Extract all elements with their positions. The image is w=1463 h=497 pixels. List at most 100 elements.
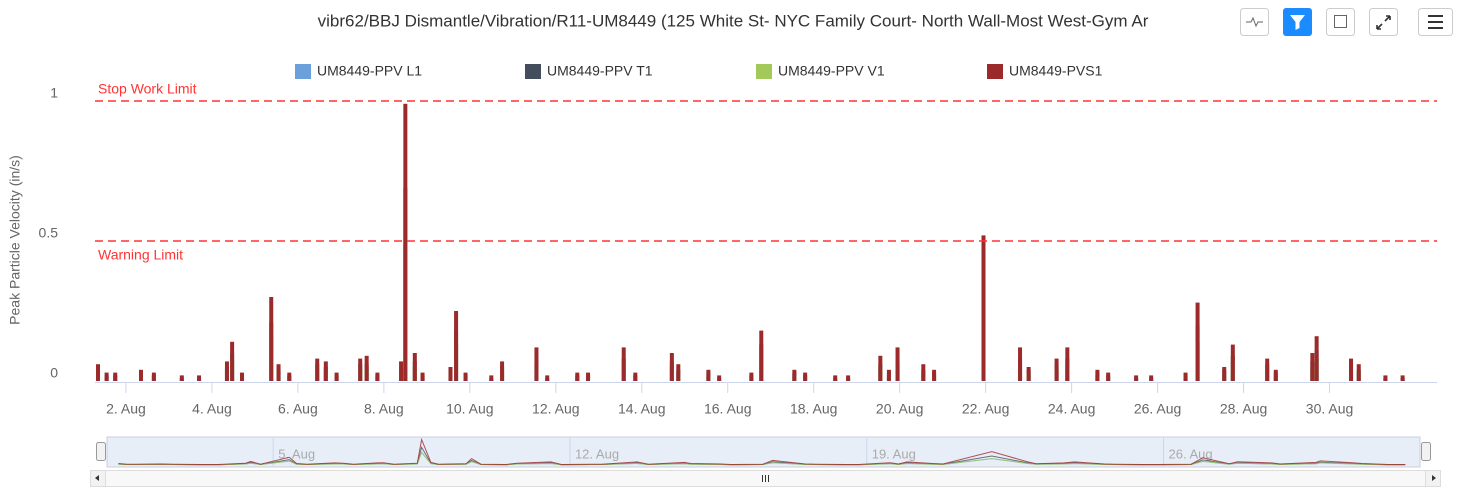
bar <box>621 347 626 381</box>
bar <box>500 361 505 381</box>
bar <box>315 358 320 381</box>
bar <box>1106 372 1111 381</box>
legend-swatch <box>295 64 311 79</box>
navigator-handle[interactable] <box>96 442 106 461</box>
bar <box>448 367 453 381</box>
bar <box>921 364 926 381</box>
bar <box>463 372 468 381</box>
bar <box>197 375 202 381</box>
toolbar <box>1238 7 1463 37</box>
bar <box>240 372 245 381</box>
bar <box>375 372 380 381</box>
icon <box>1290 15 1305 30</box>
bar <box>534 347 539 381</box>
y-tick-label: 1 <box>50 85 58 101</box>
bar <box>179 375 184 381</box>
bar <box>1222 367 1227 381</box>
bar <box>151 372 156 381</box>
bar <box>669 353 674 381</box>
bar <box>399 361 404 381</box>
bar <box>1095 369 1100 381</box>
bar <box>323 361 328 381</box>
x-tick-label: 6. Aug <box>278 401 318 417</box>
bar <box>846 375 851 381</box>
bar <box>1065 347 1070 381</box>
bar <box>1026 367 1031 381</box>
y-tick-label: 0 <box>50 365 58 381</box>
bar <box>412 353 417 381</box>
bar <box>633 372 638 381</box>
bar <box>1383 375 1388 381</box>
bar <box>759 330 764 381</box>
legend-label: UM8449-PPV T1 <box>547 63 653 79</box>
y-axis-title: Peak Particle Velocity (in/s) <box>7 155 23 325</box>
x-tick-label: 16. Aug <box>704 401 752 417</box>
bar <box>749 372 754 381</box>
bar <box>489 375 494 381</box>
x-tick-label: 14. Aug <box>618 401 666 417</box>
bar <box>96 364 101 381</box>
x-tick-label: 26. Aug <box>1134 401 1182 417</box>
legend-label: UM8449-PPV V1 <box>778 63 885 79</box>
bar <box>895 347 900 381</box>
bar <box>1314 336 1319 381</box>
legend-swatch <box>525 64 541 79</box>
bar <box>1273 369 1278 381</box>
bar <box>676 364 681 381</box>
bar <box>586 372 591 381</box>
bar <box>1356 364 1361 381</box>
bar <box>575 372 580 381</box>
icon <box>1376 15 1391 30</box>
legend-swatch <box>756 64 772 79</box>
x-tick-label: 18. Aug <box>790 401 838 417</box>
navigator-tick-label: 12. Aug <box>575 446 619 461</box>
bar <box>276 364 281 381</box>
bar <box>403 103 408 382</box>
navigator-tick-label: 19. Aug <box>872 446 916 461</box>
bar <box>104 372 109 381</box>
bar <box>113 372 118 381</box>
navigator-handle[interactable] <box>1421 442 1431 461</box>
bar <box>792 369 797 381</box>
bar <box>1349 358 1354 381</box>
legend-label: UM8449-PVS1 <box>1009 63 1103 79</box>
bar <box>454 311 459 381</box>
bar <box>803 372 808 381</box>
bar <box>1195 302 1200 381</box>
bar <box>1054 358 1059 381</box>
navigator-tick-label: 26. Aug <box>1169 446 1213 461</box>
icon <box>1246 16 1263 28</box>
x-tick-label: 8. Aug <box>364 401 404 417</box>
bar <box>717 375 722 381</box>
bar <box>287 372 292 381</box>
bar <box>1183 372 1188 381</box>
plot-line-label: Stop Work Limit <box>98 81 197 97</box>
bar <box>878 355 883 381</box>
bar <box>224 361 229 381</box>
bar <box>706 369 711 381</box>
bar <box>1310 353 1315 381</box>
bar <box>1149 375 1154 381</box>
calendar-button[interactable] <box>1326 8 1355 36</box>
bar <box>932 369 937 381</box>
bar <box>545 375 550 381</box>
legend-swatch <box>987 64 1003 79</box>
bar <box>833 375 838 381</box>
x-tick-label: 12. Aug <box>532 401 580 417</box>
x-tick-label: 24. Aug <box>1048 401 1096 417</box>
bar <box>1230 344 1235 381</box>
x-tick-label: 20. Aug <box>876 401 924 417</box>
x-tick-label: 30. Aug <box>1306 401 1354 417</box>
navigator-frame <box>90 436 1441 487</box>
chart-title: vibr62/BBJ Dismantle/Vibration/R11-UM844… <box>318 11 1149 30</box>
bar <box>1400 375 1405 381</box>
bar <box>886 369 891 381</box>
bar <box>269 297 274 381</box>
y-tick-label: 0.5 <box>39 225 59 241</box>
x-tick-label: 4. Aug <box>192 401 232 417</box>
bar <box>138 369 143 381</box>
legend-label: UM8449-PPV L1 <box>317 63 422 79</box>
fullscreen-button[interactable] <box>1369 8 1398 36</box>
